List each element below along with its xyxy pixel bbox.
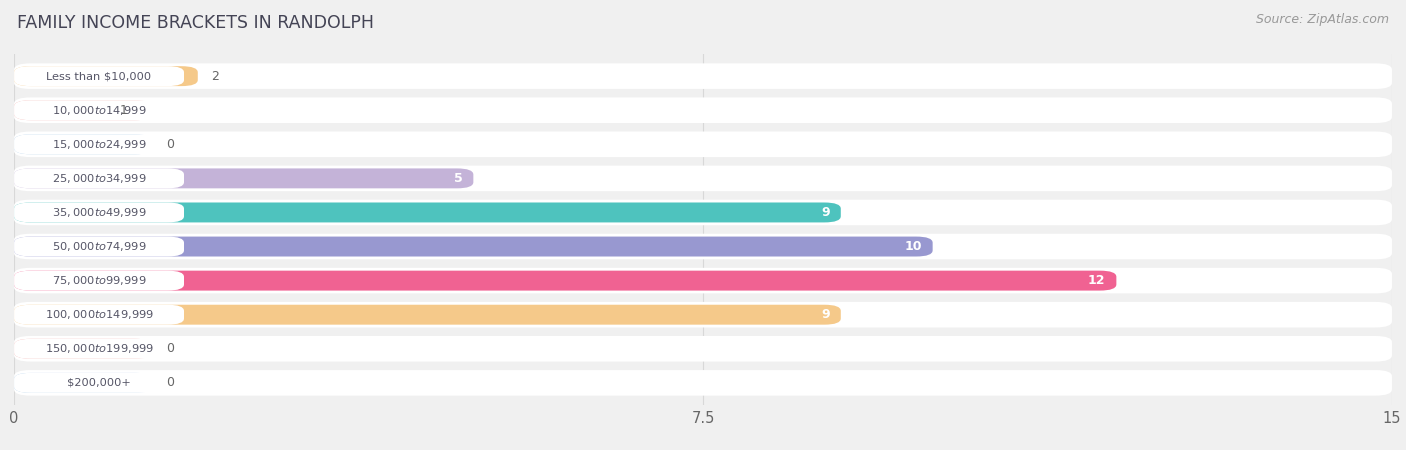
Text: 10: 10 [904,240,921,253]
FancyBboxPatch shape [14,336,1392,361]
FancyBboxPatch shape [14,166,1392,191]
FancyBboxPatch shape [14,373,184,393]
Text: $25,000 to $34,999: $25,000 to $34,999 [52,172,146,185]
FancyBboxPatch shape [14,305,184,324]
FancyBboxPatch shape [14,270,184,291]
Text: 1: 1 [120,104,128,117]
FancyBboxPatch shape [14,63,1392,89]
FancyBboxPatch shape [14,234,1392,259]
FancyBboxPatch shape [14,100,184,120]
Text: 0: 0 [166,138,173,151]
Text: $15,000 to $24,999: $15,000 to $24,999 [52,138,146,151]
FancyBboxPatch shape [14,370,1392,396]
Text: $100,000 to $149,999: $100,000 to $149,999 [45,308,153,321]
Text: $200,000+: $200,000+ [67,378,131,388]
FancyBboxPatch shape [14,66,184,86]
FancyBboxPatch shape [14,100,152,120]
FancyBboxPatch shape [14,200,1392,225]
Text: 2: 2 [211,70,219,83]
FancyBboxPatch shape [14,202,841,222]
Text: Less than $10,000: Less than $10,000 [46,71,152,81]
Text: 5: 5 [454,172,463,185]
FancyBboxPatch shape [14,270,1116,291]
Text: 0: 0 [166,342,173,355]
Text: $75,000 to $99,999: $75,000 to $99,999 [52,274,146,287]
FancyBboxPatch shape [14,168,474,189]
Text: $150,000 to $199,999: $150,000 to $199,999 [45,342,153,355]
FancyBboxPatch shape [14,98,1392,123]
Text: $35,000 to $49,999: $35,000 to $49,999 [52,206,146,219]
FancyBboxPatch shape [14,168,184,189]
FancyBboxPatch shape [14,237,184,256]
FancyBboxPatch shape [14,339,184,359]
FancyBboxPatch shape [14,135,184,154]
FancyBboxPatch shape [14,305,841,324]
Text: $10,000 to $14,999: $10,000 to $14,999 [52,104,146,117]
FancyBboxPatch shape [14,373,152,393]
FancyBboxPatch shape [14,268,1392,293]
Text: 9: 9 [821,308,830,321]
FancyBboxPatch shape [14,202,184,222]
FancyBboxPatch shape [14,237,932,256]
Text: FAMILY INCOME BRACKETS IN RANDOLPH: FAMILY INCOME BRACKETS IN RANDOLPH [17,14,374,32]
Text: 12: 12 [1088,274,1105,287]
Text: 9: 9 [821,206,830,219]
Text: 0: 0 [166,376,173,389]
Text: $50,000 to $74,999: $50,000 to $74,999 [52,240,146,253]
FancyBboxPatch shape [14,302,1392,328]
FancyBboxPatch shape [14,66,198,86]
FancyBboxPatch shape [14,131,1392,157]
FancyBboxPatch shape [14,339,152,359]
FancyBboxPatch shape [14,135,152,154]
Text: Source: ZipAtlas.com: Source: ZipAtlas.com [1256,14,1389,27]
